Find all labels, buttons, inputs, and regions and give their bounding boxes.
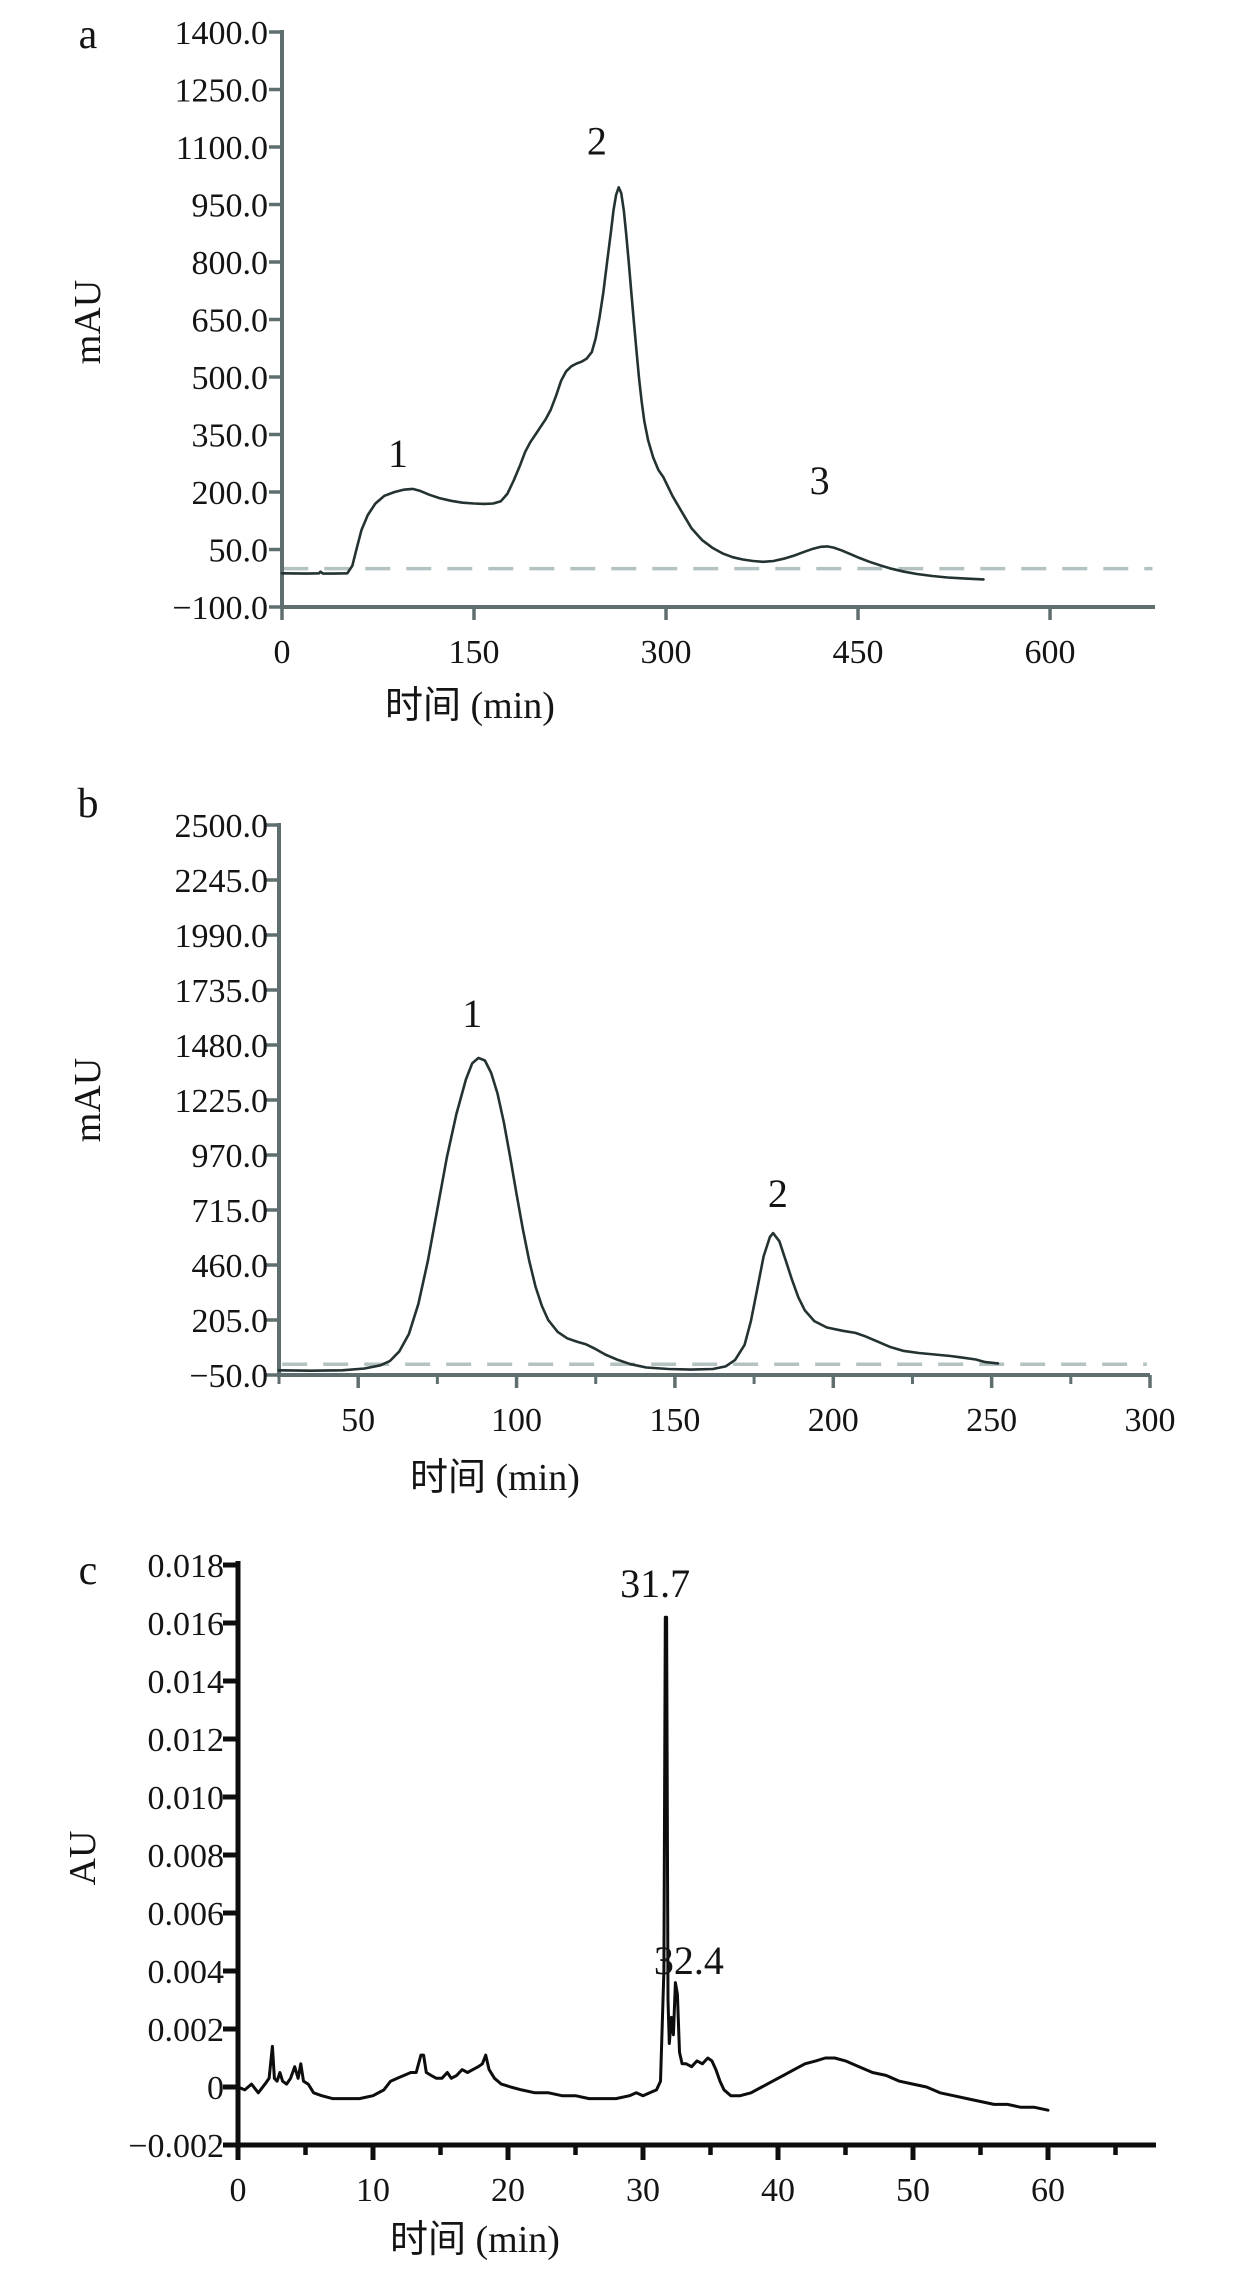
y-tick-label-b: 205.0 bbox=[192, 1303, 269, 1340]
x-tick-label-a: 450 bbox=[833, 634, 884, 671]
y-tick-label-a: 1250.0 bbox=[175, 73, 269, 110]
peak-annotation-a: 3 bbox=[810, 458, 830, 503]
y-tick-label-c: 0 bbox=[207, 2070, 224, 2107]
y-tick-label-b: 970.0 bbox=[192, 1138, 269, 1175]
y-tick-label-a: 200.0 bbox=[192, 475, 269, 512]
x-tick-label-b: 250 bbox=[966, 1402, 1017, 1439]
y-tick-label-c: 0.014 bbox=[148, 1664, 225, 1701]
panel-letter-c: c bbox=[79, 1548, 98, 1594]
x-tick-label-a: 0 bbox=[274, 634, 291, 671]
y-tick-label-a: 800.0 bbox=[192, 245, 269, 282]
y-tick-label-c: 0.016 bbox=[148, 1606, 225, 1643]
x-tick-label-c: 30 bbox=[626, 2172, 660, 2209]
peak-annotation-c: 31.7 bbox=[620, 1561, 690, 1606]
x-tick-label-a: 150 bbox=[449, 634, 500, 671]
peak-annotation-a: 2 bbox=[587, 119, 607, 164]
y-tick-label-a: 500.0 bbox=[192, 360, 269, 397]
y-tick-label-b: −50.0 bbox=[189, 1358, 268, 1395]
y-tick-label-b: 1990.0 bbox=[175, 918, 269, 955]
y-tick-label-c: 0.010 bbox=[148, 1780, 225, 1817]
panel-b: 50 100 150 200 250 300 2500.0 2245.0 1990.0 1735.… bbox=[67, 781, 1176, 1499]
x-tick-label-b: 100 bbox=[491, 1402, 542, 1439]
panel-letter-a: a bbox=[79, 12, 98, 58]
peak-annotation-b: 2 bbox=[768, 1171, 788, 1216]
x-tick-label-c: 10 bbox=[356, 2172, 390, 2209]
y-tick-label-a: 1400.0 bbox=[175, 15, 269, 52]
y-tick-label-c: −0.002 bbox=[128, 2128, 224, 2165]
y-tick-label-c: 0.012 bbox=[148, 1722, 225, 1759]
x-axis-title-a: 时间 (min) bbox=[385, 685, 555, 727]
x-tick-label-b: 200 bbox=[808, 1402, 859, 1439]
y-axis-title-b: mAU bbox=[67, 1058, 109, 1142]
x-tick-label-b: 300 bbox=[1125, 1402, 1176, 1439]
x-axis-title-c: 时间 (min) bbox=[390, 2219, 560, 2261]
y-tick-label-c: 0.008 bbox=[148, 1838, 225, 1875]
trace-curve-a bbox=[280, 186, 985, 581]
y-axis-title-a: mAU bbox=[67, 280, 109, 364]
y-tick-label-a: 1100.0 bbox=[176, 130, 268, 167]
y-axis-title-c: AU bbox=[62, 1831, 104, 1886]
peak-annotation-a: 1 bbox=[388, 431, 408, 476]
x-tick-label-c: 40 bbox=[761, 2172, 795, 2209]
peak-annotation-c: 32.4 bbox=[654, 1938, 724, 1983]
peak-annotation-b: 1 bbox=[462, 991, 482, 1036]
x-tick-label-c: 20 bbox=[491, 2172, 525, 2209]
x-tick-label-b: 150 bbox=[649, 1402, 700, 1439]
panel-c: 0 10 20 30 40 50 60 0.018 0.016 0.014 0.012 0.010 0.… bbox=[62, 1548, 1156, 2261]
y-tick-label-a: 50.0 bbox=[209, 533, 269, 570]
trace-curve-b bbox=[277, 1056, 1000, 1372]
y-tick-label-b: 460.0 bbox=[192, 1248, 269, 1285]
x-tick-label-c: 0 bbox=[230, 2172, 247, 2209]
y-tick-label-c: 0.004 bbox=[148, 1954, 225, 1991]
x-tick-label-c: 60 bbox=[1031, 2172, 1065, 2209]
y-tick-label-b: 1735.0 bbox=[175, 973, 269, 1010]
y-tick-label-b: 2500.0 bbox=[175, 808, 269, 845]
x-tick-label-c: 50 bbox=[896, 2172, 930, 2209]
y-tick-label-c: 0.002 bbox=[148, 2012, 225, 2049]
y-tick-label-a: 650.0 bbox=[192, 303, 269, 340]
y-tick-label-a: 950.0 bbox=[192, 188, 269, 225]
y-tick-label-b: 1480.0 bbox=[175, 1028, 269, 1065]
y-tick-label-c: 0.018 bbox=[148, 1548, 225, 1585]
panel-letter-b: b bbox=[78, 781, 99, 827]
x-axis-title-b: 时间 (min) bbox=[410, 1457, 580, 1499]
y-tick-label-c: 0.006 bbox=[148, 1896, 225, 1933]
trace-curve-c bbox=[236, 1615, 1050, 2112]
x-tick-label-a: 600 bbox=[1025, 634, 1076, 671]
y-tick-label-a: −100.0 bbox=[172, 590, 268, 627]
x-tick-label-b: 50 bbox=[341, 1402, 375, 1439]
y-tick-label-a: 350.0 bbox=[192, 418, 269, 455]
y-tick-label-b: 2245.0 bbox=[175, 863, 269, 900]
y-tick-label-b: 1225.0 bbox=[175, 1083, 269, 1120]
panel-a: 0 150 300 450 6001400.01250.01100.0950.0800.… bbox=[67, 12, 1155, 727]
y-tick-label-b: 715.0 bbox=[192, 1193, 269, 1230]
x-tick-label-a: 300 bbox=[641, 634, 692, 671]
